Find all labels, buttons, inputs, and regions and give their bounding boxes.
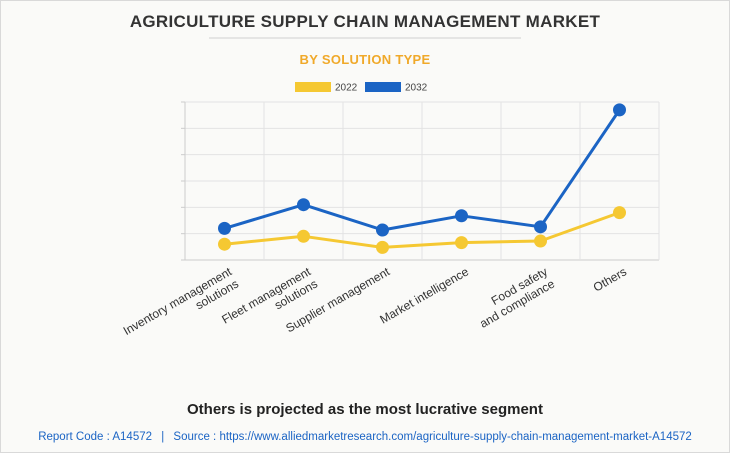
- data-point-2032[interactable]: [613, 103, 626, 117]
- report-code: Report Code : A14572: [38, 431, 152, 443]
- legend-label: 2032: [405, 83, 428, 94]
- legend-item-2022[interactable]: 2022: [295, 82, 358, 94]
- series-line-2032: [223, 108, 621, 232]
- source-line: Report Code : A14572 | Source : https://…: [38, 431, 692, 443]
- chart-footnote: Others is projected as the most lucrativ…: [187, 401, 543, 418]
- x-tick-label: Fleet managementsolutions: [219, 264, 320, 339]
- axes: [181, 101, 660, 261]
- data-point-2022[interactable]: [218, 237, 231, 251]
- data-point-2032[interactable]: [376, 223, 389, 237]
- legend-swatch: [295, 82, 331, 92]
- data-point-2032[interactable]: [218, 221, 231, 235]
- data-point-2032[interactable]: [534, 220, 547, 234]
- data-point-2032[interactable]: [297, 198, 310, 212]
- x-tick-label: Food safetyand compliance: [470, 264, 557, 330]
- chart-subtitle: BY SOLUTION TYPE: [300, 52, 431, 67]
- x-tick-label-line: Market intelligence: [377, 264, 471, 326]
- data-point-2022[interactable]: [297, 229, 310, 243]
- data-point-2022[interactable]: [534, 234, 547, 248]
- data-point-2022[interactable]: [376, 240, 389, 254]
- source-separator: |: [161, 431, 164, 443]
- x-tick-label: Others: [591, 264, 629, 294]
- legend-label: 2022: [335, 83, 358, 94]
- x-tick-label: Inventory managementsolutions: [121, 264, 242, 350]
- series-layer: [218, 103, 626, 254]
- legend-item-2032[interactable]: 2032: [365, 82, 428, 94]
- data-point-2022[interactable]: [613, 206, 626, 220]
- x-tick-label-line: Others: [591, 264, 629, 294]
- data-point-2032[interactable]: [455, 209, 468, 223]
- legend-swatch: [365, 82, 401, 92]
- chart-title: AGRICULTURE SUPPLY CHAIN MANAGEMENT MARK…: [130, 12, 601, 31]
- series-2032: [218, 103, 626, 237]
- source-url[interactable]: Source : https://www.alliedmarketresearc…: [173, 431, 691, 443]
- series-line-2022: [223, 211, 621, 249]
- legend: 2022 2032: [295, 82, 428, 94]
- series-2022: [218, 206, 626, 254]
- data-point-2022[interactable]: [455, 236, 468, 250]
- x-tick-label: Market intelligence: [377, 264, 471, 326]
